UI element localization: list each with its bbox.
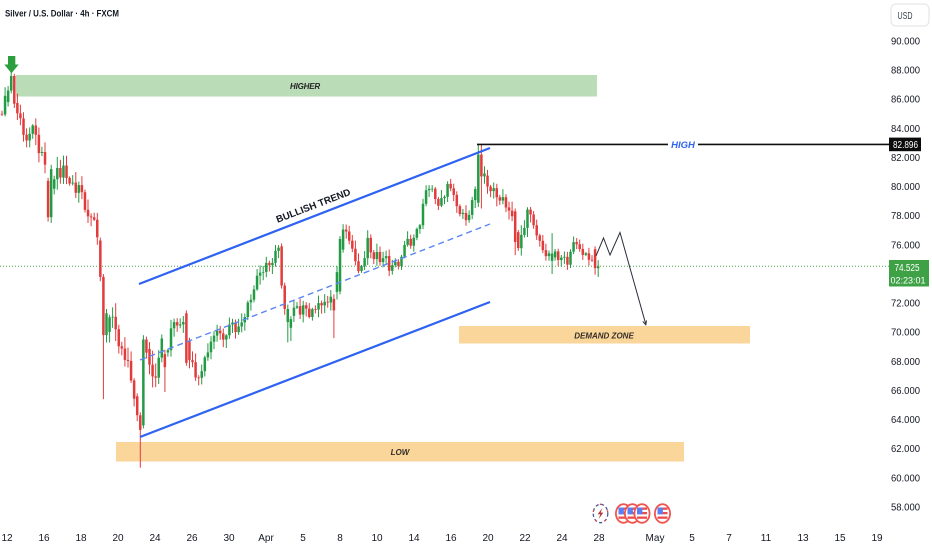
svg-text:70.000: 70.000 — [891, 328, 920, 339]
svg-text:82.896: 82.896 — [893, 140, 918, 151]
svg-text:24: 24 — [149, 533, 161, 544]
svg-text:86.000: 86.000 — [891, 95, 920, 106]
svg-text:90.000: 90.000 — [891, 36, 920, 47]
svg-text:DEMAND ZONE: DEMAND ZONE — [574, 332, 634, 341]
svg-text:78.000: 78.000 — [891, 211, 920, 222]
svg-text:19: 19 — [871, 533, 883, 544]
svg-text:60.000: 60.000 — [891, 473, 920, 484]
svg-text:80.000: 80.000 — [891, 182, 920, 193]
svg-text:24: 24 — [556, 533, 568, 544]
svg-text:13: 13 — [797, 533, 809, 544]
svg-text:HIGHER: HIGHER — [290, 82, 320, 91]
svg-text:16: 16 — [445, 533, 457, 544]
svg-text:20: 20 — [112, 533, 124, 544]
svg-text:66.000: 66.000 — [891, 386, 920, 397]
svg-text:88.000: 88.000 — [891, 66, 920, 77]
svg-text:8: 8 — [337, 533, 343, 544]
svg-text:02:23:01: 02:23:01 — [891, 276, 926, 286]
svg-text:28: 28 — [593, 533, 605, 544]
svg-text:58.000: 58.000 — [891, 502, 920, 513]
svg-text:LOW: LOW — [391, 448, 411, 457]
svg-text:68.000: 68.000 — [891, 357, 920, 368]
svg-text:84.000: 84.000 — [891, 124, 920, 135]
svg-text:72.000: 72.000 — [891, 299, 920, 310]
svg-text:5: 5 — [689, 533, 695, 544]
svg-text:12: 12 — [1, 533, 13, 544]
svg-text:22: 22 — [519, 533, 531, 544]
svg-text:14: 14 — [408, 533, 420, 544]
svg-text:11: 11 — [761, 533, 772, 544]
svg-text:82.000: 82.000 — [891, 153, 920, 164]
svg-text:30: 30 — [223, 533, 235, 544]
svg-text:USD: USD — [898, 11, 913, 22]
svg-text:20: 20 — [482, 533, 494, 544]
svg-text:15: 15 — [834, 533, 846, 544]
svg-text:May: May — [646, 533, 665, 544]
svg-text:64.000: 64.000 — [891, 415, 920, 426]
svg-text:62.000: 62.000 — [891, 444, 920, 455]
svg-text:10: 10 — [371, 533, 383, 544]
svg-text:16: 16 — [38, 533, 50, 544]
svg-text:5: 5 — [300, 533, 306, 544]
svg-text:76.000: 76.000 — [891, 240, 920, 251]
svg-text:74.525: 74.525 — [895, 263, 920, 274]
svg-text:7: 7 — [726, 533, 732, 544]
svg-text:Apr: Apr — [258, 533, 274, 544]
svg-text:Silver / U.S. Dollar · 4h · FX: Silver / U.S. Dollar · 4h · FXCM — [5, 9, 119, 19]
svg-text:HIGH: HIGH — [671, 140, 696, 151]
svg-text:26: 26 — [186, 533, 198, 544]
svg-text:18: 18 — [75, 533, 87, 544]
